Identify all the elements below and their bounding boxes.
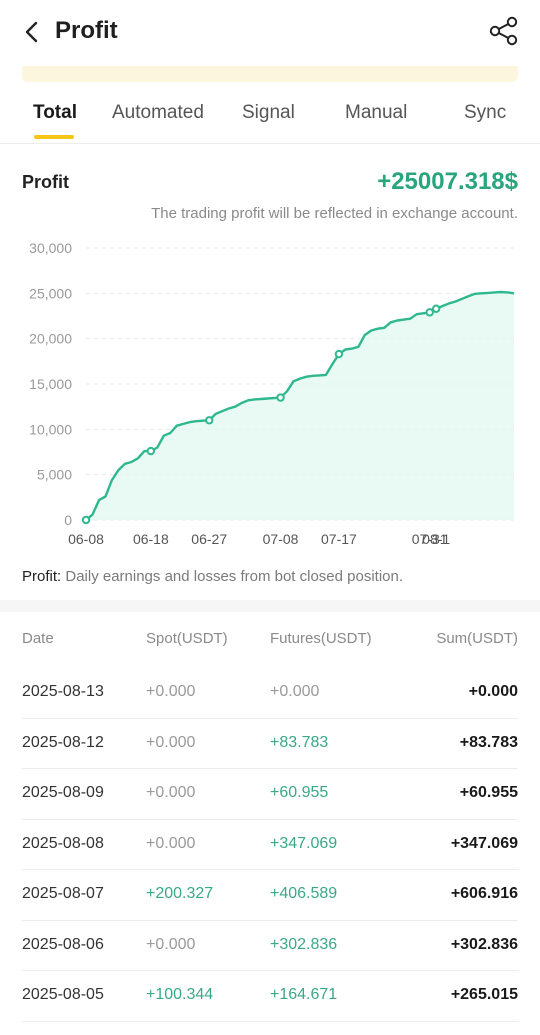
profit-total: +25007.318$ (377, 168, 518, 195)
tab-manual[interactable]: Manual (345, 102, 408, 123)
data-point (425, 308, 434, 317)
row-spot: +0.000 (146, 834, 196, 852)
table-row[interactable]: 2025-08-13 +0.000 +0.000 +0.000 (22, 668, 518, 719)
row-date: 2025-08-05 (22, 986, 104, 1003)
data-point (276, 393, 285, 402)
profit-table: 2025-08-13 +0.000 +0.000 +0.000 2025-08-12 +0… (0, 668, 540, 1022)
x-tick-label: 06-27 (191, 531, 227, 547)
row-spot: +0.000 (146, 683, 196, 700)
x-tick-label: 07-31 (412, 531, 448, 547)
row-spot: +0.000 (146, 935, 196, 953)
tab-bar: Total Automated Signal Manual Sync (0, 92, 540, 144)
row-date: 2025-08-12 (22, 733, 104, 751)
active-tab-indicator (34, 135, 74, 139)
profit-chart: 0 5,000 10,000 15,000 20,000 25,000 30,000 06-0… (29, 240, 515, 547)
row-spot: +100.344 (146, 986, 214, 1003)
table-header: Date Spot(USDT) Futures(USDT) Sum(USDT) (0, 630, 540, 654)
data-point (334, 349, 344, 359)
section-divider (0, 600, 540, 612)
table-row[interactable]: 2025-08-05 +100.344 +164.671 +265.015 (22, 971, 518, 1022)
row-sum: +347.069 (450, 834, 518, 852)
row-date: 2025-08-07 (22, 885, 104, 902)
row-spot: +0.000 (146, 733, 196, 751)
row-sum: +265.015 (450, 986, 518, 1003)
table-row[interactable]: 2025-08-06 +0.000 +302.836 +302.836 (22, 921, 518, 971)
row-spot: +200.327 (146, 885, 214, 902)
series-line (85, 290, 515, 521)
profit-note: The trading profit will be reflected in … (151, 205, 518, 222)
row-date: 2025-08-13 (22, 683, 104, 700)
x-tick-label: 07-08 (263, 531, 299, 547)
data-point (146, 446, 156, 456)
header-date: Date (22, 630, 54, 647)
y-tick-label: 15,000 (29, 376, 72, 392)
x-tick-label: 08-1 (422, 531, 450, 547)
x-tick-label: 06-18 (133, 531, 169, 547)
profit-label: Profit (22, 172, 69, 192)
row-date: 2025-08-09 (22, 784, 104, 801)
row-futures: +302.836 (270, 935, 338, 953)
tab-automated[interactable]: Automated (112, 102, 204, 123)
row-sum: +60.955 (459, 784, 518, 801)
notice-banner (22, 66, 518, 82)
row-sum: +606.916 (450, 885, 518, 902)
row-futures: +164.671 (270, 986, 338, 1003)
header-spot: Spot(USDT) (146, 630, 228, 647)
y-tick-label: 0 (64, 512, 72, 528)
footnote-label: Profit: (22, 568, 62, 585)
row-spot: +0.000 (146, 784, 196, 801)
header-futures: Futures(USDT) (270, 630, 372, 647)
row-date: 2025-08-08 (22, 834, 104, 852)
row-sum: +302.836 (450, 935, 518, 953)
table-row[interactable]: 2025-08-07 +200.327 +406.589 +606.916 (22, 870, 518, 921)
app-header: Profit (0, 0, 540, 64)
chevron-left-icon[interactable] (22, 20, 42, 44)
x-tick-label: 06-08 (68, 531, 104, 547)
row-date: 2025-08-06 (22, 935, 104, 953)
share-icon[interactable] (488, 16, 520, 46)
table-row[interactable]: 2025-08-08 +0.000 +347.069 +347.069 (22, 820, 518, 870)
tab-total[interactable]: Total (33, 102, 77, 123)
x-tick-label: 07-17 (321, 531, 357, 547)
footnote-text: Daily earnings and losses from bot close… (61, 568, 404, 585)
page-title: Profit (55, 17, 118, 44)
header-sum: Sum(USDT) (436, 630, 518, 647)
row-sum: +83.783 (459, 733, 518, 751)
data-point (81, 515, 91, 525)
y-tick-label: 30,000 (29, 240, 72, 256)
tab-sync[interactable]: Sync (464, 102, 507, 123)
chart-footnote: Profit: Daily earnings and losses from b… (22, 568, 403, 585)
y-tick-label: 25,000 (29, 285, 72, 301)
tab-signal[interactable]: Signal (242, 102, 295, 123)
row-futures: +83.783 (270, 733, 329, 751)
table-row[interactable]: 2025-08-09 +0.000 +60.955 +60.955 (22, 769, 518, 820)
row-futures: +347.069 (270, 834, 338, 852)
table-row[interactable]: 2025-08-12 +0.000 +83.783 +83.783 (22, 719, 518, 769)
row-futures: +0.000 (270, 683, 320, 700)
row-futures: +406.589 (270, 885, 338, 902)
row-sum: +0.000 (468, 683, 518, 700)
data-point (205, 416, 214, 425)
area-fill (86, 292, 514, 520)
data-point (431, 304, 441, 313)
y-tick-label: 5,000 (37, 467, 72, 483)
y-tick-label: 20,000 (29, 331, 72, 347)
row-futures: +60.955 (270, 784, 329, 801)
y-tick-label: 10,000 (29, 421, 72, 437)
